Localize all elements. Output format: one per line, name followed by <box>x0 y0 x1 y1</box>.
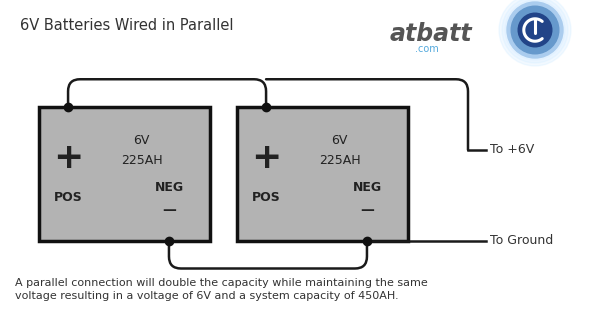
Text: 6V Batteries Wired in Parallel: 6V Batteries Wired in Parallel <box>20 18 233 33</box>
Text: To Ground: To Ground <box>490 234 553 247</box>
Circle shape <box>518 13 552 47</box>
Text: .com: .com <box>415 44 439 54</box>
Circle shape <box>502 0 568 63</box>
Text: POS: POS <box>251 191 280 204</box>
Text: 225AH: 225AH <box>121 154 163 167</box>
Circle shape <box>511 6 559 54</box>
Text: NEG: NEG <box>154 181 184 194</box>
Circle shape <box>507 2 563 58</box>
Text: atbatt: atbatt <box>390 22 473 46</box>
Text: 225AH: 225AH <box>319 154 361 167</box>
Text: —: — <box>162 203 176 217</box>
Text: +: + <box>251 141 281 175</box>
Circle shape <box>499 0 571 66</box>
Text: +: + <box>53 141 83 175</box>
Text: NEG: NEG <box>352 181 382 194</box>
Bar <box>39 107 210 240</box>
Bar <box>237 107 408 240</box>
Text: voltage resulting in a voltage of 6V and a system capacity of 450AH.: voltage resulting in a voltage of 6V and… <box>15 291 398 301</box>
Text: POS: POS <box>53 191 82 204</box>
Circle shape <box>505 0 565 60</box>
Text: To +6V: To +6V <box>490 143 534 156</box>
Text: —: — <box>360 203 374 217</box>
Text: 6V: 6V <box>133 134 150 147</box>
Text: A parallel connection will double the capacity while maintaining the same: A parallel connection will double the ca… <box>15 278 428 288</box>
Text: 6V: 6V <box>331 134 348 147</box>
